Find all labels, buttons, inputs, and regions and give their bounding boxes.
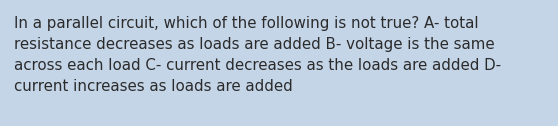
Text: In a parallel circuit, which of the following is not true? A- total
resistance d: In a parallel circuit, which of the foll… (14, 16, 501, 94)
